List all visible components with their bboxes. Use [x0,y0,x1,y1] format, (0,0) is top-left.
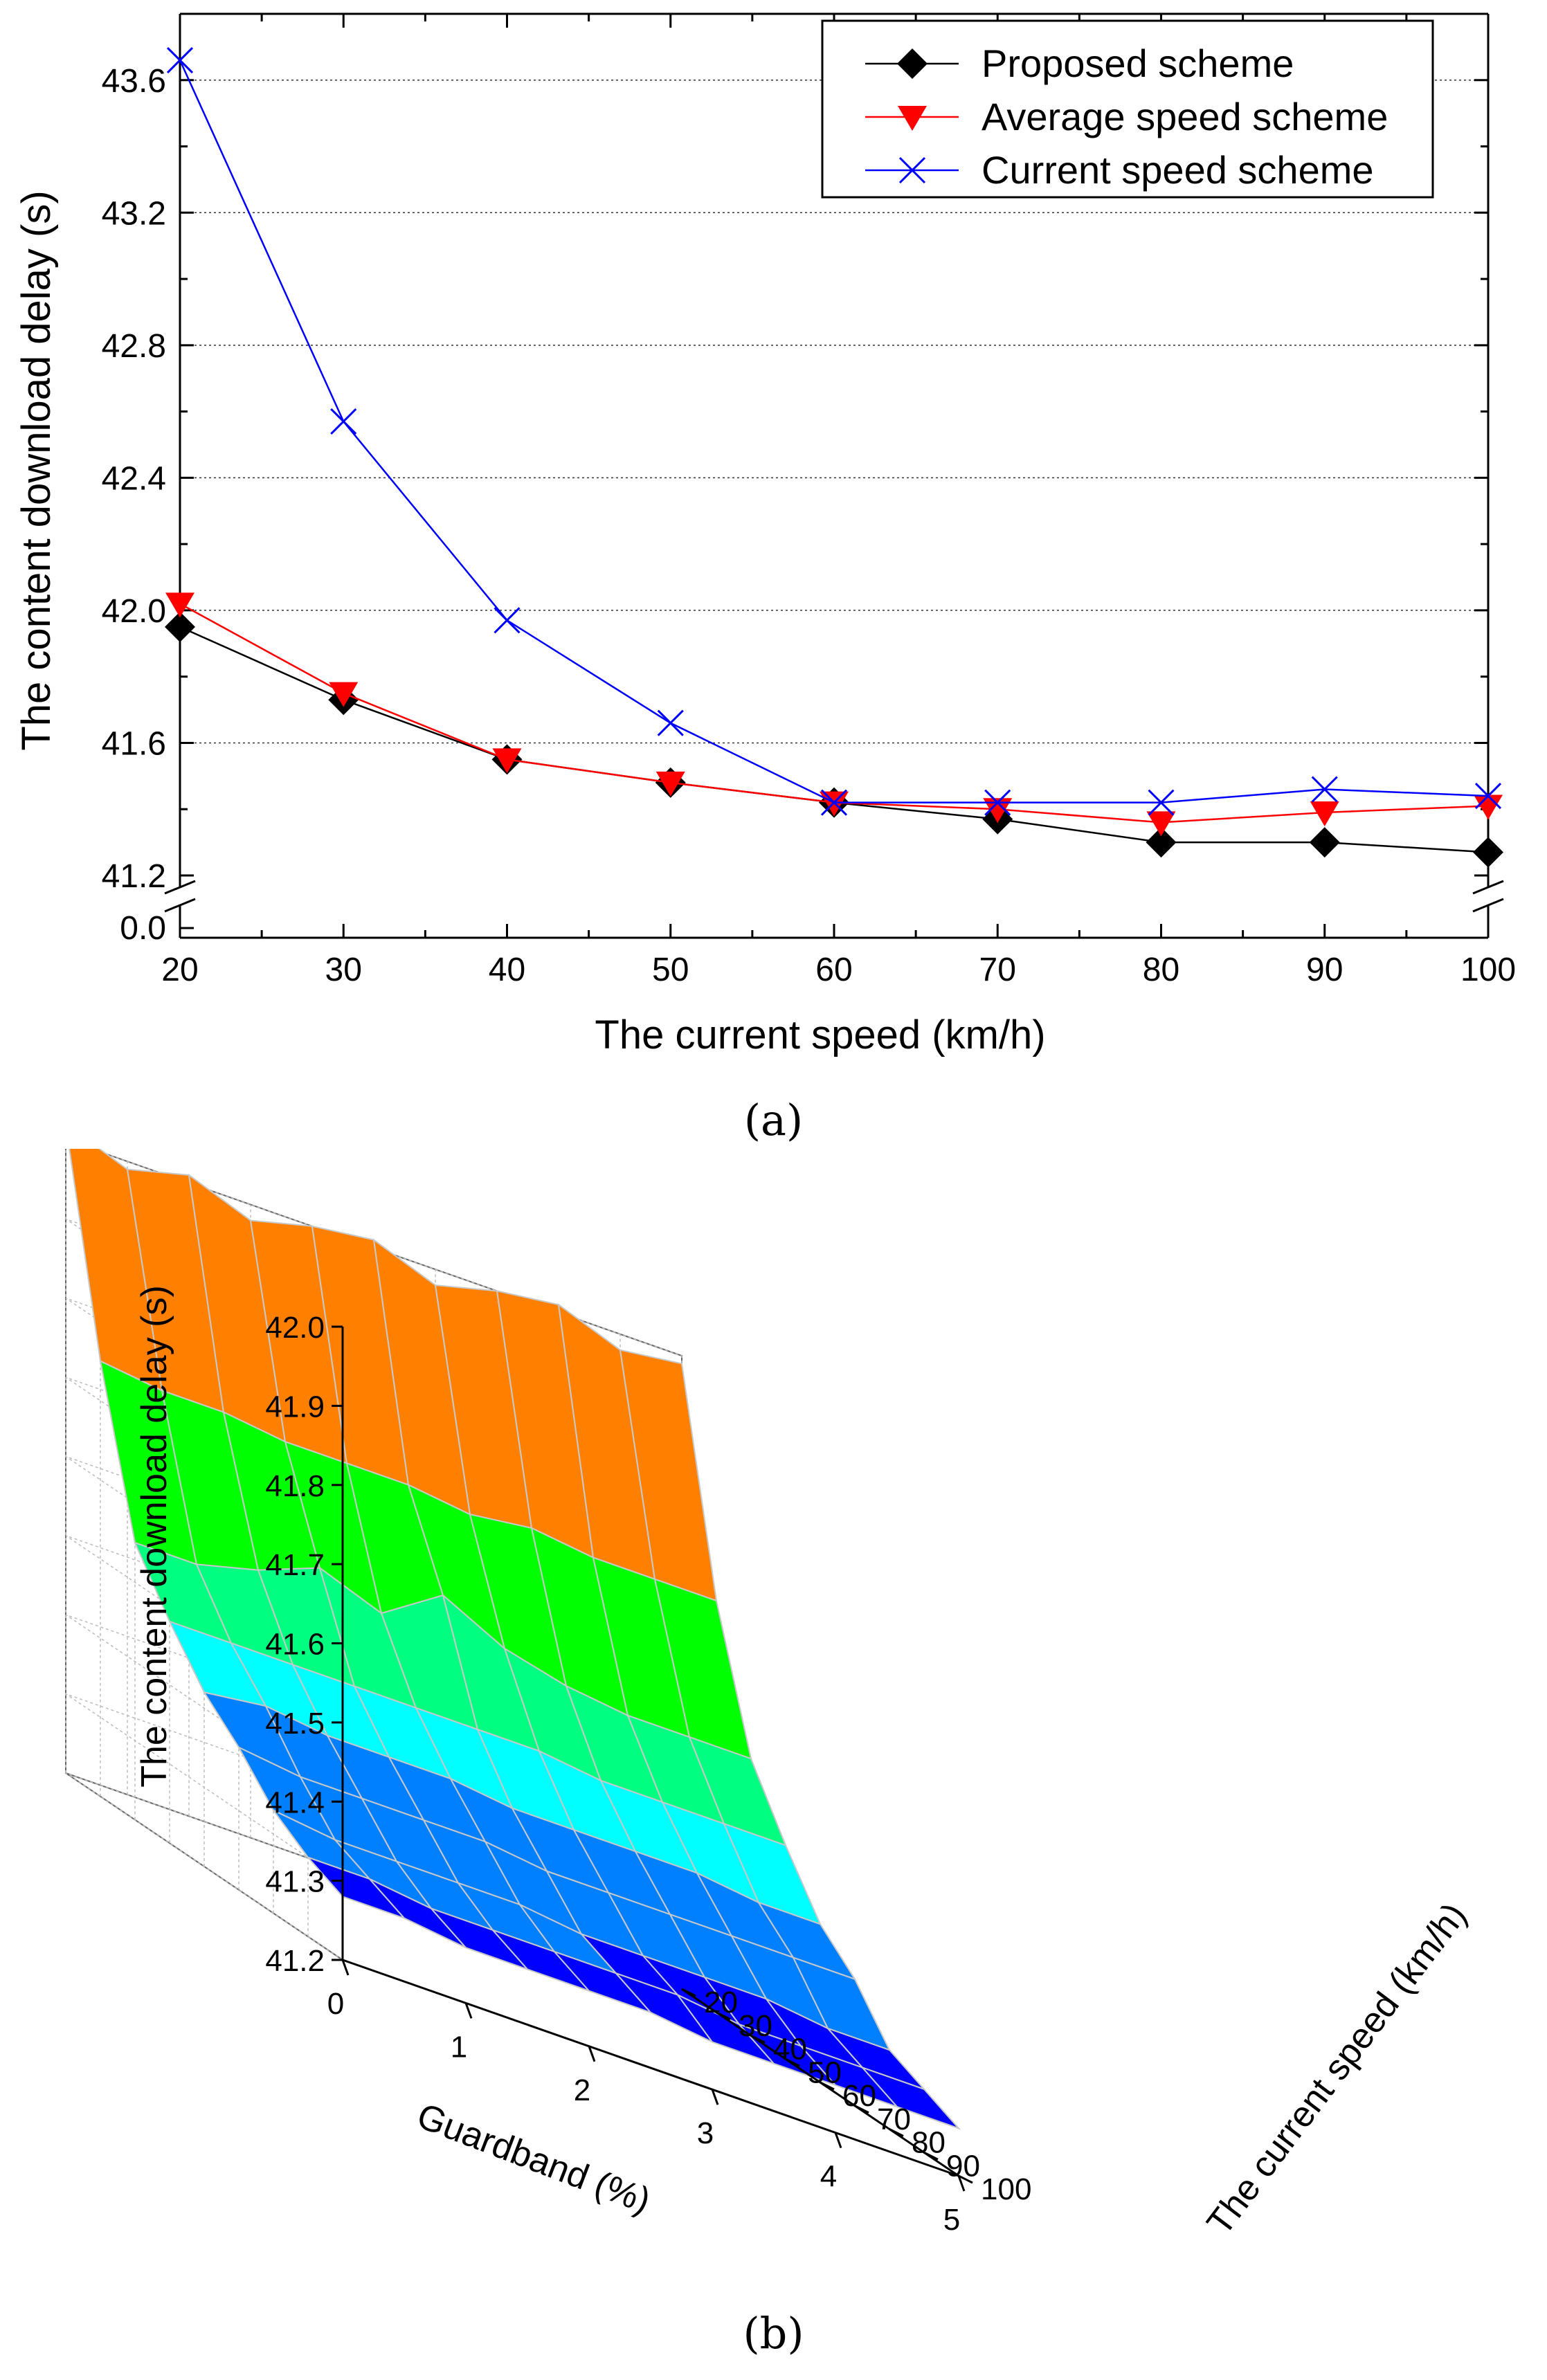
series-line [179,626,1489,853]
axis-break-mark [1472,898,1504,913]
data-point [494,607,521,634]
x-tick-label: 70 [979,952,1016,988]
x-tick-label: 5 [943,2203,960,2237]
x-tick-label: 90 [1306,952,1343,988]
series-current-speed-scheme [166,46,1502,816]
x-tick-label: 0 [327,1987,344,2021]
3d-axes: 41.2 41.3 41.4 41.5 41.6 41.7 41.8 41.9 42.0 0 1 2 3… [265,1311,1031,2237]
data-point [984,789,1011,816]
x-tick-label: 30 [325,952,362,988]
data-point [1148,789,1175,816]
y-tick-label: 0.0 [120,910,166,947]
x-tick-label: 20 [161,952,198,988]
legend: Proposed scheme Average speed scheme Curre… [821,19,1434,199]
data-point [1474,783,1502,810]
guardband-axis-line [342,1959,959,2177]
line-chart-panel-a: 41.2 41.6 42.0 42.4 42.8 43.2 43.6 0.0 20 30 40 50 6… [14,12,1516,1057]
data-point [657,709,684,736]
legend-swatch-marker [898,156,926,184]
x-tick-label: 60 [815,952,852,988]
legend-label: Average speed scheme [981,95,1388,138]
y-tick [958,2174,973,2184]
y-axis-title: The content download delay (s) [14,190,59,750]
x-tick [711,2089,719,2105]
data-point [820,789,848,816]
x-tick [588,2046,596,2062]
x-tick-label: 4 [820,2160,837,2194]
data-point [655,771,685,797]
z-tick-label: 41.3 [265,1865,325,1899]
data-point [492,748,522,774]
data-point [1146,827,1177,858]
data-point [1309,827,1340,858]
x-tick-label: 50 [652,952,689,988]
legend-swatch-marker [898,106,927,131]
z-tick-label: 41.2 [265,1944,325,1978]
data-point [329,682,359,707]
x-tick-label: 100 [1460,952,1516,988]
surface-chart-panel-b: 41.2 41.3 41.4 41.5 41.6 41.7 41.8 41.9 42.0 0 1 2 3… [65,1149,1475,2242]
y-tick-label: 42.8 [102,328,166,365]
x-axis-title: The current speed (km/h) [595,1012,1045,1057]
surface-cell [860,2066,961,2130]
x-tick [341,1959,350,1976]
data-point [1311,776,1338,803]
z-tick-label: 41.8 [265,1469,325,1503]
data-point [330,408,357,435]
y-tick-label: 41.6 [102,725,166,762]
y-tick-label: 42.4 [102,460,166,497]
axis-break-mark [164,898,196,913]
y-axis-title: The current speed (km/h) [1200,1896,1475,2242]
axis-break-mark [164,880,196,895]
x-tick-label: 3 [697,2116,714,2150]
data-point [166,46,194,74]
data-point [1473,837,1503,868]
x-tick-label: 40 [489,952,525,988]
series-lines [165,46,1503,868]
legend-swatch-marker [897,48,928,79]
x-tick-label: 1 [451,2030,467,2064]
y-tick [785,2057,800,2067]
legend-label: Current speed scheme [981,148,1374,192]
x-tick-label: 2 [574,2073,590,2107]
z-tick-label: 41.6 [265,1628,325,1662]
y-tick-label: 41.2 [102,858,166,895]
data-point [1146,811,1176,837]
z-tick-label: 41.9 [265,1390,325,1424]
axis-break-mark [1472,880,1504,895]
z-tick-label: 41.4 [265,1786,325,1819]
series-proposed-scheme [165,611,1503,868]
panel-b-caption: (b) [743,2308,804,2359]
y-tick [681,1988,696,1997]
data-point [1474,794,1503,820]
x-tick [834,2132,842,2149]
panel-a-caption: (a) [743,1095,804,1145]
z-tick-label: 41.5 [265,1707,325,1741]
z-tick-label: 42.0 [265,1311,325,1345]
y-tick-label: 43.6 [102,63,166,100]
legend-label: Proposed scheme [981,42,1294,85]
data-point [983,798,1013,824]
data-point [165,611,195,642]
y-tick-label: 43.2 [102,195,166,232]
z-axis-title: The content download delay (s) [134,1285,174,1788]
y-tick [750,2035,766,2044]
y-tick-label: 42.0 [102,593,166,630]
x-axis-title: Guardband (%) [412,2096,656,2222]
surface-mesh [69,1149,961,2130]
y-tick [716,2011,731,2021]
y-tick [820,2081,835,2091]
axis-ticks: 41.2 41.6 42.0 42.4 42.8 43.2 43.6 0.0 20 30 40 50 6… [102,14,1516,988]
x-tick-label: 80 [1143,952,1179,988]
data-point [1310,801,1339,827]
series-average-speed-scheme [165,592,1503,837]
x-tick [957,2175,966,2192]
x-tick [464,2002,473,2019]
z-tick-label: 41.7 [265,1548,325,1582]
y-tick-label: 100 [981,2172,1031,2206]
y-tick [923,2151,939,2161]
y-tick [854,2105,869,2114]
y-tick [889,2128,904,2137]
data-point [165,592,194,618]
